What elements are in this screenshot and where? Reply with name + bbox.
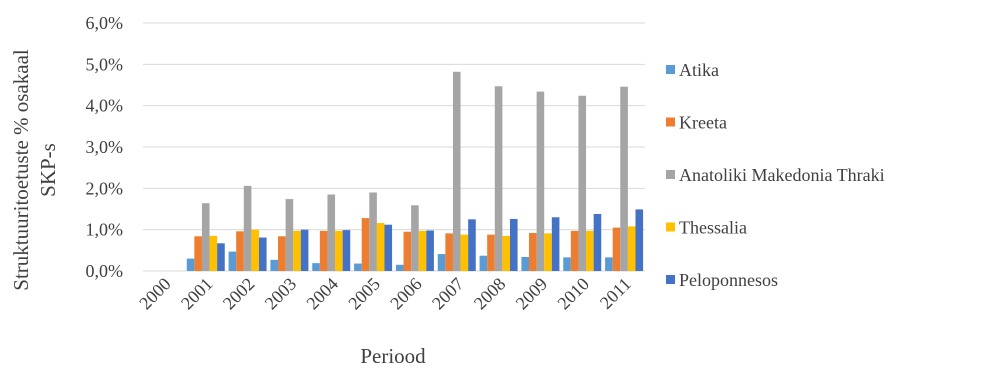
bar-atika-2008 (479, 255, 488, 271)
x-axis-title: Periood (360, 344, 426, 368)
y-axis-title: Struktuuritoetuste % osakaal SKP-s (9, 49, 60, 291)
x-tick-label: 2002 (219, 274, 259, 314)
bar-kreeta-2006 (403, 231, 412, 271)
bar-peloponnesos-2006 (426, 230, 434, 271)
x-tick-label: 2009 (512, 274, 552, 314)
bar-atika-2006 (395, 264, 404, 271)
legend-label: Kreeta (679, 113, 727, 133)
legend-swatch (666, 65, 675, 74)
bar-anatoliki-makedonia-thraki-2002 (243, 185, 252, 271)
bar-anatoliki-makedonia-thraki-2009 (536, 91, 545, 271)
bar-anatoliki-makedonia-thraki-2011 (620, 86, 628, 271)
bar-peloponnesos-2003 (300, 229, 309, 271)
bar-thessalia-2004 (335, 230, 343, 271)
y-tick-label: 0,0% (86, 261, 124, 281)
bar-atika-2004 (312, 263, 320, 271)
bar-atika-2010 (563, 257, 571, 271)
bar-kreeta-2004 (319, 230, 328, 271)
bar-anatoliki-makedonia-thraki-2003 (285, 199, 294, 271)
legend-label: Atika (679, 60, 719, 80)
gridlines (143, 22, 645, 272)
bar-kreeta-2005 (361, 218, 370, 271)
x-tick-label: 2003 (261, 274, 301, 314)
bar-kreeta-2010 (570, 230, 579, 271)
bar-kreeta-2001 (194, 236, 202, 271)
x-tick-label: 2007 (428, 274, 468, 314)
bars (186, 71, 644, 272)
x-tick-label: 2011 (596, 274, 635, 313)
x-tick-label: 2006 (386, 274, 426, 314)
bar-kreeta-2007 (445, 233, 453, 271)
legend: Atika Kreeta Anatoliki Makedonia Thraki The… (666, 60, 885, 290)
bar-anatoliki-makedonia-thraki-2004 (327, 194, 336, 271)
legend-swatch (666, 170, 675, 179)
bar-peloponnesos-2007 (468, 219, 476, 271)
legend-swatch (666, 222, 675, 232)
y-axis-ticks: 0,0% 1,0% 2,0% 3,0% 4,0% 5,0% 6,0% (86, 13, 124, 281)
legend-label: Peloponnesos (679, 270, 778, 290)
bar-anatoliki-makedonia-thraki-2010 (578, 95, 587, 271)
legend-label: Thessalia (679, 218, 747, 238)
y-axis-title-line-1: Struktuuritoetuste % osakaal (9, 49, 33, 291)
bar-anatoliki-makedonia-thraki-2001 (201, 203, 210, 271)
bar-thessalia-2001 (209, 235, 218, 271)
y-tick-label: 4,0% (86, 96, 124, 116)
x-tick-label: 2005 (344, 274, 384, 314)
y-tick-label: 6,0% (86, 13, 124, 33)
bar-kreeta-2008 (487, 234, 495, 271)
y-tick-label: 3,0% (86, 137, 124, 157)
x-tick-label: 2004 (302, 274, 342, 314)
x-axis-ticks: 2000 2001 2002 2003 2004 2005 2006 2007 2008 2009… (135, 274, 635, 314)
x-tick-label: 2001 (177, 274, 217, 314)
x-tick-label: 2010 (553, 274, 593, 314)
legend-swatch (666, 275, 675, 284)
bar-thessalia-2002 (251, 229, 259, 271)
bar-kreeta-2009 (529, 232, 537, 271)
bar-peloponnesos-2002 (258, 237, 267, 271)
bar-peloponnesos-2010 (593, 213, 602, 271)
bar-anatoliki-makedonia-thraki-2007 (452, 71, 461, 271)
bar-anatoliki-makedonia-thraki-2008 (494, 86, 503, 272)
y-tick-label: 1,0% (86, 220, 124, 240)
legend-label: Anatoliki Makedonia Thraki (679, 165, 885, 185)
bar-peloponnesos-2011 (635, 209, 644, 271)
bar-atika-2003 (270, 259, 279, 271)
bar-peloponnesos-2005 (384, 224, 393, 271)
bar-peloponnesos-2004 (342, 230, 351, 271)
bar-thessalia-2003 (293, 230, 301, 271)
x-tick-label: 2008 (470, 274, 510, 314)
bar-peloponnesos-2009 (551, 217, 560, 271)
bar-kreeta-2003 (278, 236, 286, 271)
bar-atika-2001 (186, 258, 195, 271)
bar-kreeta-2011 (612, 227, 621, 271)
x-tick-label: 2000 (135, 274, 175, 314)
bar-peloponnesos-2001 (217, 243, 225, 271)
bar-atika-2005 (354, 263, 362, 271)
bar-thessalia-2011 (627, 226, 636, 271)
bar-thessalia-2007 (460, 234, 469, 271)
y-tick-label: 2,0% (86, 178, 124, 198)
bar-thessalia-2009 (544, 233, 552, 271)
y-axis-title-line-2: SKP-s (36, 143, 60, 197)
bar-thessalia-2008 (502, 235, 510, 271)
bar-anatoliki-makedonia-thraki-2006 (411, 205, 419, 271)
bar-atika-2011 (605, 257, 613, 271)
y-tick-label: 5,0% (86, 54, 124, 74)
bar-atika-2009 (521, 256, 530, 271)
bar-kreeta-2002 (236, 231, 244, 271)
bar-peloponnesos-2008 (509, 218, 518, 271)
bar-thessalia-2010 (586, 230, 594, 271)
bar-anatoliki-makedonia-thraki-2005 (369, 192, 377, 271)
bar-thessalia-2006 (418, 230, 427, 271)
bar-thessalia-2005 (376, 223, 385, 271)
bar-atika-2002 (228, 251, 237, 271)
legend-swatch (666, 117, 675, 127)
bar-atika-2007 (437, 254, 446, 271)
